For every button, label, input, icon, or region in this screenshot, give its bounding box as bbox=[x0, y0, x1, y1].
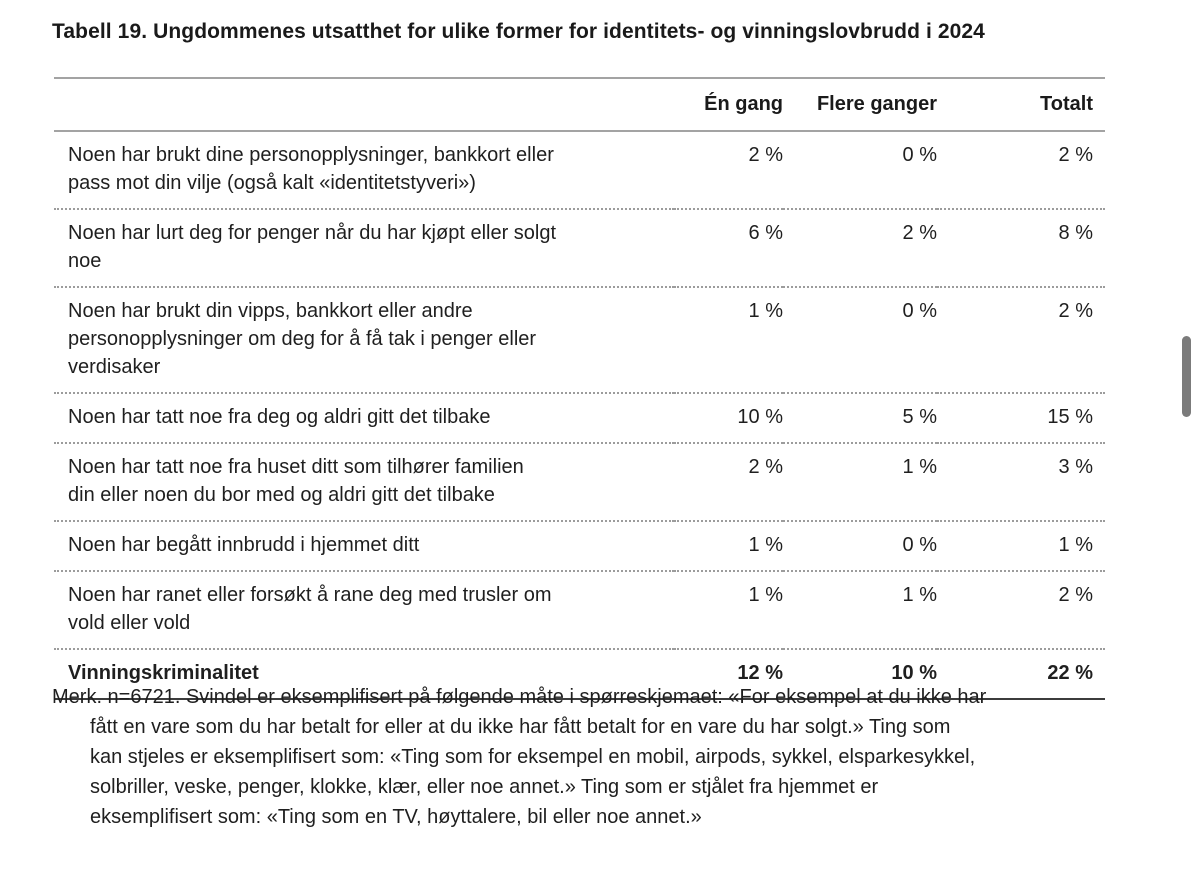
cell-flere-ganger: 2 % bbox=[783, 208, 937, 287]
row-label: Noen har ranet eller forsøkt å rane deg … bbox=[54, 570, 674, 649]
table-title: Tabell 19. Ungdommenes utsatthet for uli… bbox=[52, 20, 985, 43]
cell-en-gang: 1 % bbox=[674, 286, 783, 393]
header-totalt: Totalt bbox=[937, 78, 1105, 132]
header-en-gang: Én gang bbox=[674, 78, 783, 132]
data-table: Én gang Flere ganger Totalt Noen har bru… bbox=[54, 77, 1105, 700]
cell-en-gang: 12 % bbox=[674, 648, 783, 699]
row-label: Noen har brukt dine personopplysninger, … bbox=[68, 144, 554, 194]
cell-flere-ganger: 10 % bbox=[783, 648, 937, 699]
cell-totalt: 2 % bbox=[937, 286, 1105, 393]
cell-flere-ganger: 1 % bbox=[783, 442, 937, 521]
cell-totalt: 3 % bbox=[937, 442, 1105, 521]
cell-flere-ganger: 0 % bbox=[783, 520, 937, 571]
cell-en-gang: 2 % bbox=[674, 442, 783, 521]
table-header-row: Én gang Flere ganger Totalt bbox=[54, 78, 1105, 132]
cell-en-gang: 10 % bbox=[674, 392, 783, 443]
row-label: Vinningskriminalitet bbox=[54, 648, 674, 699]
cell-totalt: 2 % bbox=[937, 570, 1105, 649]
table-row: Noen har brukt din vipps, bankkort eller… bbox=[54, 286, 1105, 393]
cell-flere-ganger: 0 % bbox=[902, 144, 937, 166]
cell-totalt: 22 % bbox=[937, 648, 1105, 699]
table-row: Noen har ranet eller forsøkt å rane deg … bbox=[54, 570, 1105, 649]
header-empty bbox=[54, 78, 674, 132]
header-flere-ganger: Flere ganger bbox=[783, 78, 937, 132]
table-row: Noen har tatt noe fra deg og aldri gitt … bbox=[54, 392, 1105, 443]
row-label: Noen har begått innbrudd i hjemmet ditt bbox=[54, 520, 674, 571]
row-label: Noen har tatt noe fra deg og aldri gitt … bbox=[54, 392, 674, 443]
cell-flere-ganger: 1 % bbox=[783, 570, 937, 649]
table-footnote: Merk. n=6721. Svindel er eksemplifisert … bbox=[52, 686, 987, 828]
table-row: Noen har tatt noe fra huset ditt som til… bbox=[54, 442, 1105, 521]
cell-totalt: 2 % bbox=[1058, 144, 1093, 166]
row-label: Noen har brukt din vipps, bankkort eller… bbox=[54, 286, 674, 393]
cell-totalt: 15 % bbox=[937, 392, 1105, 443]
scrollbar-thumb[interactable] bbox=[1182, 336, 1191, 417]
table-row: Noen har lurt deg for penger når du har … bbox=[54, 208, 1105, 287]
cell-en-gang: 1 % bbox=[674, 570, 783, 649]
row-label: Noen har tatt noe fra huset ditt som til… bbox=[54, 442, 674, 521]
cell-flere-ganger: 5 % bbox=[783, 392, 937, 443]
table-total-row: Vinningskriminalitet 12 % 10 % 22 % bbox=[54, 648, 1105, 699]
row-label: Noen har lurt deg for penger når du har … bbox=[54, 208, 674, 287]
cell-en-gang: 2 % bbox=[748, 144, 783, 166]
cell-en-gang: 6 % bbox=[674, 208, 783, 287]
table-row: Noen har brukt dine personopplysninger, … bbox=[54, 131, 1105, 209]
table-row: Noen har begått innbrudd i hjemmet ditt … bbox=[54, 520, 1105, 571]
cell-flere-ganger: 0 % bbox=[783, 286, 937, 393]
cell-totalt: 1 % bbox=[937, 520, 1105, 571]
cell-en-gang: 1 % bbox=[674, 520, 783, 571]
cell-totalt: 8 % bbox=[937, 208, 1105, 287]
